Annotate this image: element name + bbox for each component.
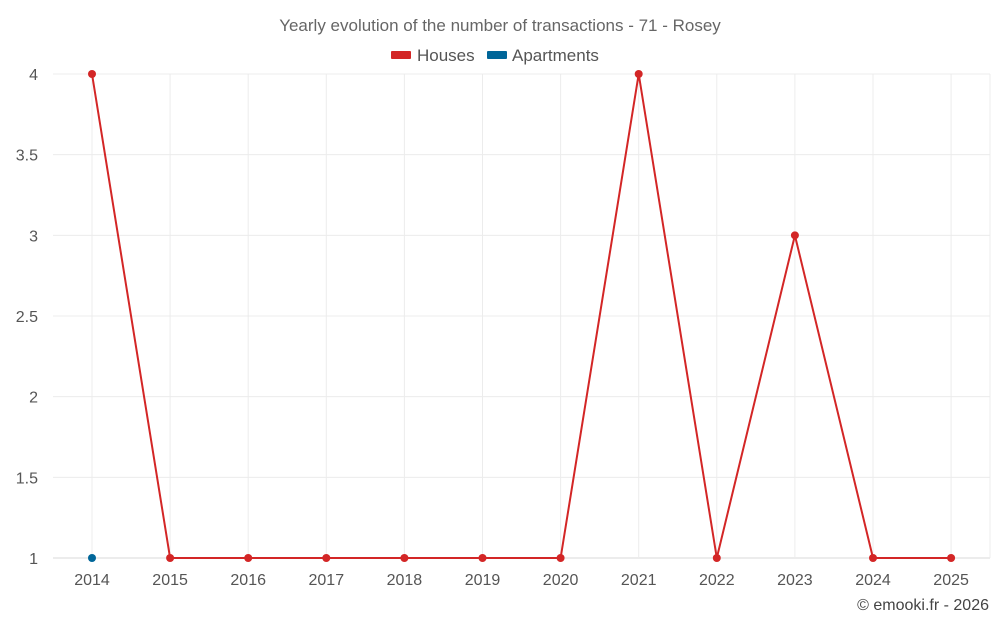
data-point-houses[interactable]: [556, 554, 565, 562]
x-tick-label: 2025: [933, 572, 969, 589]
y-tick-label: 3.5: [16, 148, 38, 165]
chart-title: Yearly evolution of the number of transa…: [279, 16, 721, 35]
data-point-houses[interactable]: [947, 554, 956, 562]
legend[interactable]: Houses Apartments: [391, 46, 599, 65]
x-tick-label: 2020: [543, 572, 579, 589]
data-point-houses[interactable]: [244, 554, 253, 562]
legend-item-apartments[interactable]: Apartments: [487, 46, 599, 65]
x-tick-label: 2016: [230, 572, 266, 589]
x-tick-label: 2015: [152, 572, 188, 589]
x-tick-label: 2023: [777, 572, 813, 589]
data-point-houses[interactable]: [790, 231, 799, 240]
y-axis: 1 1.5 2 2.5 3 3.5 4: [16, 67, 38, 568]
legend-label-houses: Houses: [417, 46, 475, 65]
legend-swatch-apartments: [487, 51, 507, 59]
grid: [53, 73, 991, 559]
x-tick-label: 2024: [855, 572, 891, 589]
data-point-houses[interactable]: [712, 554, 721, 562]
data-point-houses[interactable]: [88, 70, 96, 78]
legend-item-houses[interactable]: Houses: [391, 46, 475, 65]
data-point-houses[interactable]: [322, 554, 331, 562]
y-tick-label: 2: [29, 390, 38, 407]
legend-label-apartments: Apartments: [512, 46, 599, 65]
data-point-apartments[interactable]: [88, 554, 96, 562]
data-point-houses[interactable]: [166, 554, 175, 562]
x-tick-label: 2017: [309, 572, 345, 589]
x-tick-label: 2018: [387, 572, 423, 589]
y-tick-label: 1: [29, 551, 38, 568]
legend-swatch-houses: [391, 51, 411, 59]
y-tick-label: 2.5: [16, 309, 38, 326]
x-tick-label: 2019: [465, 572, 501, 589]
x-axis: 2014 2015 2016 2017 2018 2019 2020 2021 2022 2023…: [74, 572, 969, 589]
data-point-houses[interactable]: [869, 554, 877, 562]
series-line-houses: [91, 73, 952, 559]
x-tick-label: 2014: [74, 572, 110, 589]
y-tick-label: 1.5: [16, 470, 38, 487]
data-point-houses[interactable]: [478, 554, 487, 562]
data-point-houses[interactable]: [634, 70, 643, 78]
x-tick-label: 2021: [621, 572, 657, 589]
data-point-houses[interactable]: [400, 554, 409, 562]
y-tick-label: 4: [29, 67, 38, 84]
x-tick-label: 2022: [699, 572, 735, 589]
y-tick-label: 3: [29, 228, 38, 245]
credit-text: © emooki.fr - 2026: [857, 597, 989, 614]
series-layer: [88, 70, 956, 562]
